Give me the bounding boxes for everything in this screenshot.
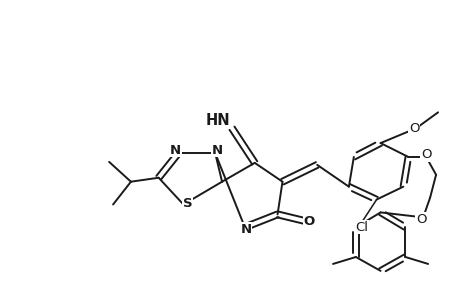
Text: O: O	[415, 213, 425, 226]
Text: S: S	[182, 197, 192, 210]
Text: Cl: Cl	[354, 221, 368, 234]
Text: O: O	[420, 148, 431, 161]
Text: N: N	[240, 223, 251, 236]
Text: HN: HN	[205, 113, 230, 128]
Text: N: N	[169, 143, 181, 157]
Text: O: O	[303, 215, 314, 228]
Text: O: O	[408, 122, 419, 135]
Text: N: N	[211, 143, 222, 157]
